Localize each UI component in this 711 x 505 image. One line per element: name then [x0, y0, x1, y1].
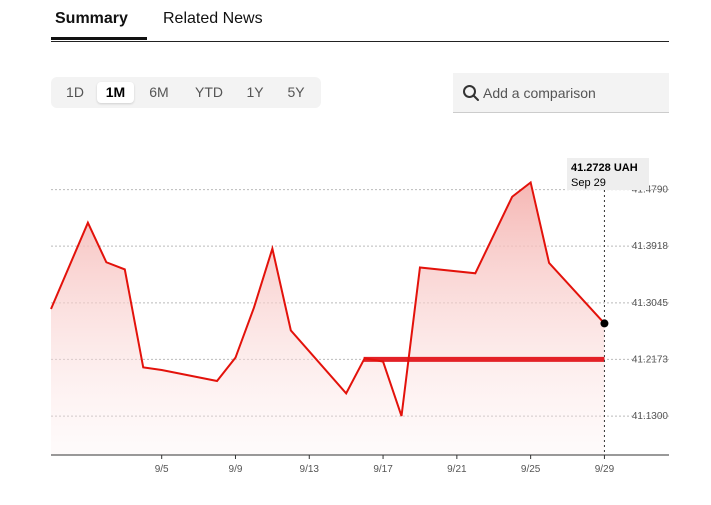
x-tick-label: 9/9: [229, 464, 243, 475]
range-1y-button[interactable]: 1Y: [246, 84, 264, 100]
price-chart[interactable]: 9/5 9/9 9/13 9/17 9/21 9/25 9/29 41.4790 41.391…: [0, 150, 711, 490]
y-tick-label: 41.2173: [632, 354, 669, 365]
comparison-search-box[interactable]: [453, 73, 669, 113]
x-tick-label: 9/21: [447, 464, 467, 475]
tab-bar: Summary Related News: [51, 0, 669, 42]
tab-related-news[interactable]: Related News: [163, 10, 263, 27]
tooltip-background: [567, 158, 649, 190]
range-1d-button[interactable]: 1D: [66, 84, 84, 100]
range-5y-button[interactable]: 5Y: [287, 84, 305, 100]
range-ytd-button[interactable]: YTD: [195, 84, 223, 100]
x-axis-ticks: 9/5 9/9 9/13 9/17 9/21 9/25 9/29: [155, 455, 615, 475]
search-icon: [463, 85, 479, 101]
y-axis-ticks: 41.4790 41.3918 41.3045 41.2173 41.1300: [632, 185, 669, 422]
y-tick-label: 41.3918: [632, 241, 669, 252]
tooltip-date: Sep 29: [571, 177, 606, 189]
y-tick-label: 41.1300: [632, 411, 669, 422]
x-tick-label: 9/5: [155, 464, 169, 475]
x-tick-label: 9/29: [595, 464, 615, 475]
active-tab-indicator: [51, 37, 147, 40]
comparison-search-input[interactable]: [483, 81, 663, 105]
series-line: [50, 180, 606, 417]
tab-summary[interactable]: Summary: [55, 10, 128, 27]
x-tick-label: 9/13: [300, 464, 320, 475]
x-tick-label: 9/25: [521, 464, 541, 475]
y-tick-label: 41.3045: [632, 298, 669, 309]
y-tick-label: 41.4790: [632, 185, 669, 196]
range-1m-button[interactable]: 1M: [97, 82, 134, 103]
tooltip: 41.2728 UAH Sep 29: [567, 158, 649, 190]
tooltip-value: 41.2728 UAH: [571, 162, 638, 174]
x-tick-label: 9/17: [373, 464, 393, 475]
time-range-selector: 1D 1M 6M YTD 1Y 5Y: [51, 77, 321, 108]
area-fill: [51, 182, 605, 455]
range-6m-button[interactable]: 6M: [149, 84, 169, 100]
last-point-marker: [600, 319, 609, 328]
